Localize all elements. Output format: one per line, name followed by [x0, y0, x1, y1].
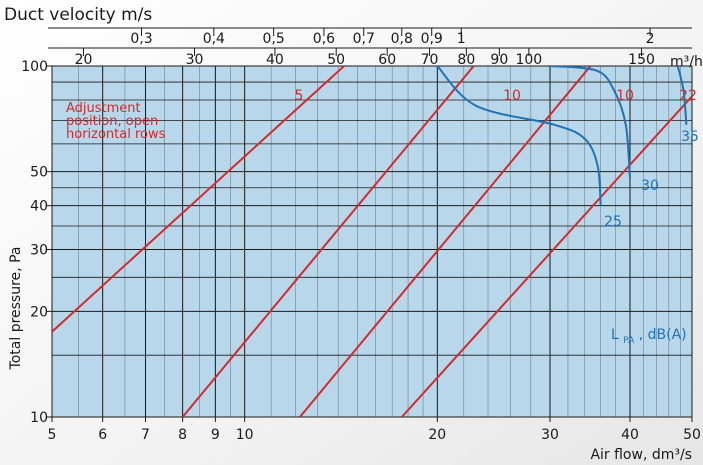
top-axis-tick-label: 60	[378, 52, 396, 68]
y-tick-label: 40	[30, 199, 48, 215]
x-tick-label: 8	[178, 427, 187, 443]
x-tick-label: 10	[236, 427, 254, 443]
adjustment-annotation-line-3: horizontal rows	[66, 127, 166, 142]
curve-label-3: 22	[679, 88, 697, 104]
y-tick-label: 100	[21, 59, 48, 75]
curve-label-5: 30	[641, 178, 659, 194]
top-axes: 0,3 0,4 0,5 0,6 0,7 0,8 0,9 1 2 20 30 40 50 60 70 80 90 1…	[48, 27, 692, 68]
curves	[52, 66, 692, 417]
x-tick-label: 6	[98, 427, 107, 443]
curve-label-2: 10	[616, 88, 634, 104]
top-axis-tick-label: 1	[457, 31, 466, 47]
sound-level-annotation: L PA , dB(A)	[611, 327, 687, 347]
adjustment-line-3	[401, 95, 692, 417]
x-tick-label: 20	[428, 427, 446, 443]
top-axis-tick-label: 90	[490, 52, 508, 68]
curve-label-1: 10	[503, 88, 521, 104]
x-axis-title: Air flow, dm³/s	[590, 447, 692, 463]
adjustment-annotation: Adjustment position, open horizontal row…	[66, 101, 166, 142]
y-tick-label: 50	[30, 165, 48, 181]
top-axis-tick-label: 30	[186, 52, 204, 68]
y-tick-label: 20	[30, 304, 48, 320]
x-tick-label: 5	[48, 427, 57, 443]
top-axis-tick-label: 0,4	[203, 31, 225, 47]
y-tick-label: 30	[30, 243, 48, 259]
top-axis-tick-label: 0,8	[391, 31, 413, 47]
adjustment-line-0	[52, 66, 345, 333]
top-axis-tick-label: 0,5	[263, 31, 285, 47]
y-axis-title: Total pressure, Pa	[8, 247, 24, 371]
top-axis-tick-label: 70	[421, 52, 439, 68]
x-tick-label: 9	[211, 427, 220, 443]
y-tick-label: 10	[30, 410, 48, 426]
adjustment-annotation-line-2: position, open	[66, 114, 158, 129]
curve-label-4: 25	[604, 214, 622, 230]
x-tick-label: 50	[683, 427, 701, 443]
sound-level-rest: , dB(A)	[639, 327, 687, 343]
top-axis-tick-label: 0,6	[313, 31, 335, 47]
curve-label-0: 5	[295, 88, 304, 104]
grid	[51, 65, 693, 418]
top-axis-tick-label: 50	[327, 52, 345, 68]
plot-frame	[51, 65, 693, 418]
top-axis-title: Duct velocity m/s	[4, 5, 152, 25]
sound-level-main: L	[611, 327, 619, 343]
top-axis-tick-label: 0,9	[421, 31, 443, 47]
top-axis-unit-m3h: m³/h	[670, 54, 703, 70]
sound-curve-5	[549, 66, 631, 178]
top-axis-tick-label: 2	[646, 31, 655, 47]
x-tick-label: 7	[141, 427, 150, 443]
top-axis-tick-label: 40	[266, 52, 284, 68]
curve-label-6: 35	[681, 129, 699, 145]
x-tick-label: 40	[621, 427, 639, 443]
x-tick-label: 30	[541, 427, 559, 443]
plot-area	[52, 66, 692, 417]
adjustment-line-1	[181, 66, 475, 417]
sound-curve-4	[436, 66, 602, 206]
top-axis-tick-label: 0,3	[130, 31, 152, 47]
sound-level-sub: PA	[623, 336, 635, 346]
labels: 5 10 10 22 25 30 35	[295, 88, 699, 230]
adjustment-annotation-line-1: Adjustment	[66, 101, 141, 116]
top-axis-tick-label: 0,7	[353, 31, 375, 47]
top-axis-tick-label: 150	[628, 52, 655, 68]
x-axis: 5 6 7 8 9 10 20 30 40 50	[48, 417, 701, 443]
top-axis-tick-label: 20	[75, 52, 93, 68]
top-axis-tick-label: 100	[515, 52, 542, 68]
sound-curve-6	[676, 66, 688, 125]
y-axis: 10 20 30 40 50 100	[21, 59, 52, 426]
top-axis-tick-label: 80	[457, 52, 475, 68]
adjustment-line-2	[299, 66, 592, 417]
